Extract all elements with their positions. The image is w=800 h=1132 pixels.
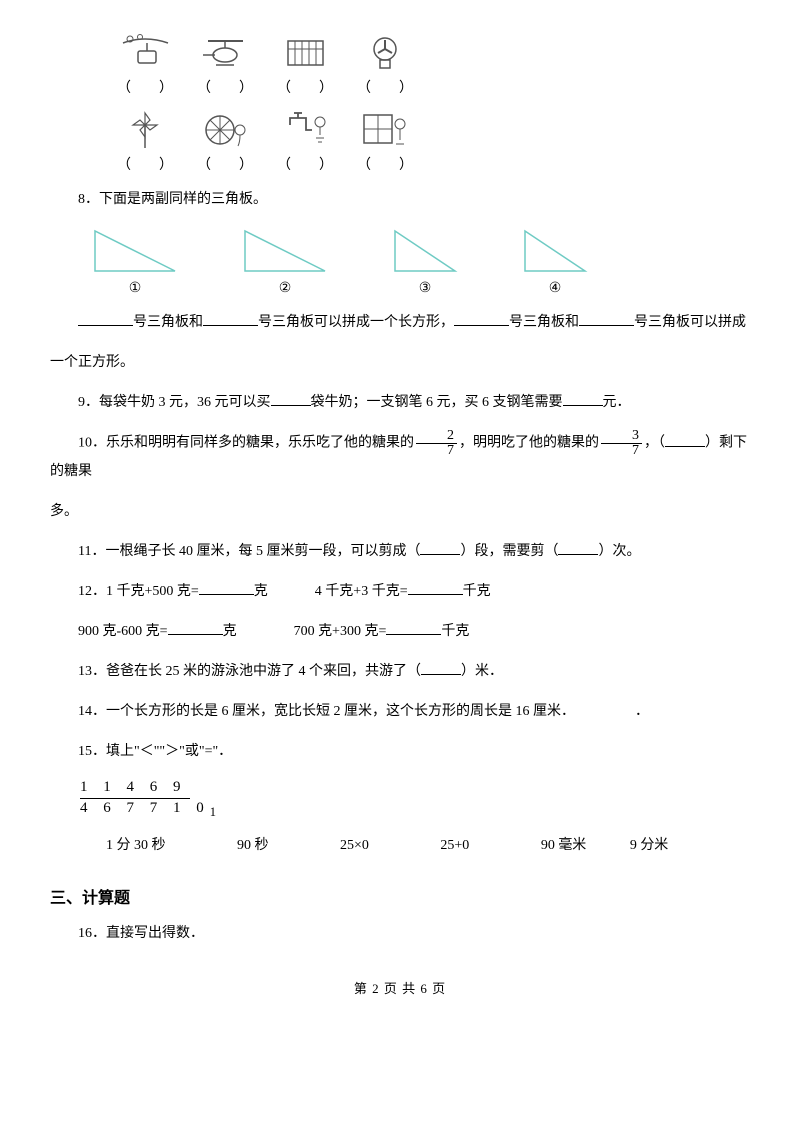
item-f: 9 分米 (630, 838, 669, 853)
paren-4: （ ） (357, 77, 413, 97)
picture-row-2: （ ） （ ） （ ） (110, 107, 750, 174)
blank[interactable] (78, 311, 133, 326)
triangle-label-1: ① (129, 280, 142, 297)
q8-tail: 一个正方形。 (50, 349, 750, 377)
q14: 14．一个长方形的长是 6 厘米，宽比长短 2 厘米，这个长方形的周长是 16 … (50, 698, 750, 726)
q9: 9．每袋牛奶 3 元，36 元可以买袋牛奶；一支钢笔 6 元，买 6 支钢笔需要… (50, 389, 750, 417)
picture-row-1: （ ） （ ） (110, 30, 750, 97)
item-e: 90 毫米 (513, 832, 587, 860)
fan-icon (358, 33, 413, 73)
item-a: 1 分 30 秒 (78, 832, 166, 860)
pic-helicopter: （ ） (190, 30, 260, 97)
q12-row2: 900 克-600 克=克 700 克+300 克=千克 (50, 618, 750, 646)
item-c: 25×0 (312, 832, 369, 860)
q15-stem: 15．填上"＜""＞"或"="． (50, 738, 750, 766)
section-3-title: 三、计算题 (50, 884, 750, 908)
item-b: 90 秒 (209, 832, 269, 860)
pic-window: （ ） (350, 107, 420, 174)
blank[interactable] (420, 540, 460, 555)
q8-sentence: 号三角板和号三角板可以拼成一个长方形，号三角板和号三角板可以拼成 (50, 309, 750, 337)
blank[interactable] (579, 311, 634, 326)
pic-fan: （ ） (350, 30, 420, 97)
q8-stem: 8．下面是两副同样的三角板。 (50, 186, 750, 214)
q12-row1: 12．1 千克+500 克=克 4 千克+3 千克=千克 (50, 578, 750, 606)
fraction-2-7: 27 (416, 429, 457, 458)
pinwheel-icon (118, 110, 173, 150)
q13: 13．爸爸在长 25 米的游泳池中游了 4 个来回，共游了（）米． (50, 658, 750, 686)
triangle-3: ③ (390, 226, 460, 297)
pic-abacus: （ ） (270, 30, 340, 97)
helicopter-icon (198, 33, 253, 73)
paren-8: （ ） (357, 154, 413, 174)
paren-1: （ ） (117, 77, 173, 97)
wheel-icon (198, 110, 253, 150)
abacus-icon (278, 33, 333, 73)
page-footer: 第 2 页 共 6 页 (50, 978, 750, 997)
blank[interactable] (203, 311, 258, 326)
q10-tail: 多。 (50, 498, 750, 526)
pic-pinwheel: （ ） (110, 107, 180, 174)
triangle-label-2: ② (279, 280, 292, 297)
blank[interactable] (168, 620, 223, 635)
window-icon (358, 110, 413, 150)
blank[interactable] (271, 391, 311, 406)
paren-6: （ ） (197, 154, 253, 174)
q11: 11．一根绳子长 40 厘米，每 5 厘米剪一段，可以剪成（）段，需要剪（）次。 (50, 538, 750, 566)
q15-compare-digits: 1 1 4 6 9 4 6 7 7 1 01 (80, 778, 750, 820)
triangle-row: ① ② ③ ④ (90, 226, 750, 297)
paren-3: （ ） (277, 77, 333, 97)
q10: 10．乐乐和明明有同样多的糖果，乐乐吃了他的糖果的27，明明吃了他的糖果的37，… (50, 429, 750, 486)
compare-bot: 4 6 7 7 1 01 (80, 799, 750, 820)
triangle-2: ② (240, 226, 330, 297)
blank[interactable] (421, 660, 461, 675)
q16: 16．直接写出得数． (50, 920, 750, 948)
triangle-1: ① (90, 226, 180, 297)
pic-wheel: （ ） (190, 107, 260, 174)
item-d: 25+0 (412, 832, 469, 860)
q15-items: 1 分 30 秒 90 秒 25×0 25+0 90 毫米 9 分米 (50, 832, 750, 860)
blank[interactable] (665, 432, 705, 447)
compare-top: 1 1 4 6 9 (80, 778, 190, 799)
paren-7: （ ） (277, 154, 333, 174)
pic-faucet: （ ） (270, 107, 340, 174)
blank[interactable] (386, 620, 441, 635)
triangle-label-3: ③ (419, 280, 432, 297)
blank[interactable] (558, 540, 598, 555)
paren-5: （ ） (117, 154, 173, 174)
blank[interactable] (199, 580, 254, 595)
blank[interactable] (408, 580, 463, 595)
blank[interactable] (563, 391, 603, 406)
fraction-3-7: 37 (601, 429, 642, 458)
faucet-icon (278, 110, 333, 150)
triangle-4: ④ (520, 226, 590, 297)
cable-car-icon (118, 33, 173, 73)
blank[interactable] (454, 311, 509, 326)
triangle-label-4: ④ (549, 280, 562, 297)
pic-cable-car: （ ） (110, 30, 180, 97)
paren-2: （ ） (197, 77, 253, 97)
